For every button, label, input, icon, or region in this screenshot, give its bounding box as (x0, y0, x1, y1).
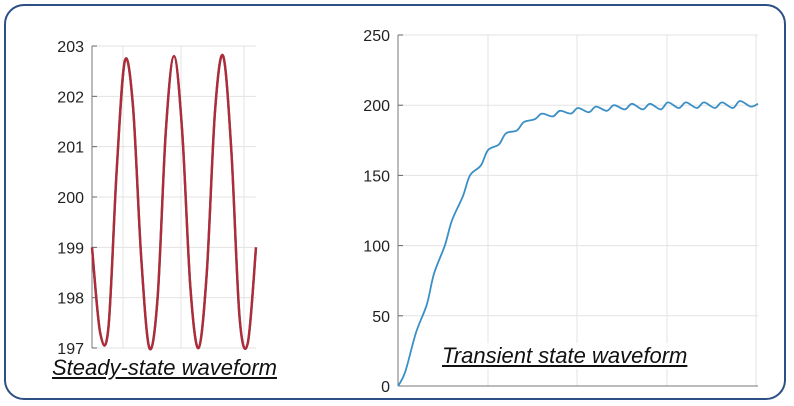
series-line-1 (90, 53, 258, 351)
figure-frame (4, 4, 786, 400)
y-tick-label: 199 (57, 240, 84, 257)
y-tick-label: 100 (363, 239, 390, 256)
transient-state-caption: Transient state waveform (442, 343, 688, 369)
y-tick-label: 250 (363, 28, 390, 45)
transient-state-chart: 0 50 100 150 200 250 (363, 28, 759, 396)
y-tick-label: 200 (363, 98, 390, 115)
y-tick-label: 0 (381, 379, 390, 396)
y-tick-label: 197 (57, 341, 84, 358)
y-tick-label: 202 (57, 89, 84, 106)
series-line-0 (397, 100, 759, 387)
y-tick-label: 50 (372, 309, 390, 326)
steady-state-chart: 197 198 199 200 201 202 203 (57, 39, 258, 358)
y-tick-label: 201 (57, 140, 84, 157)
y-tick-label: 200 (57, 190, 84, 207)
series-line-0 (90, 53, 258, 351)
steady-state-caption: Steady-state waveform (52, 355, 277, 381)
y-tick-label: 203 (57, 39, 84, 56)
y-tick-label: 150 (363, 168, 390, 185)
y-tick-label: 198 (57, 291, 84, 308)
